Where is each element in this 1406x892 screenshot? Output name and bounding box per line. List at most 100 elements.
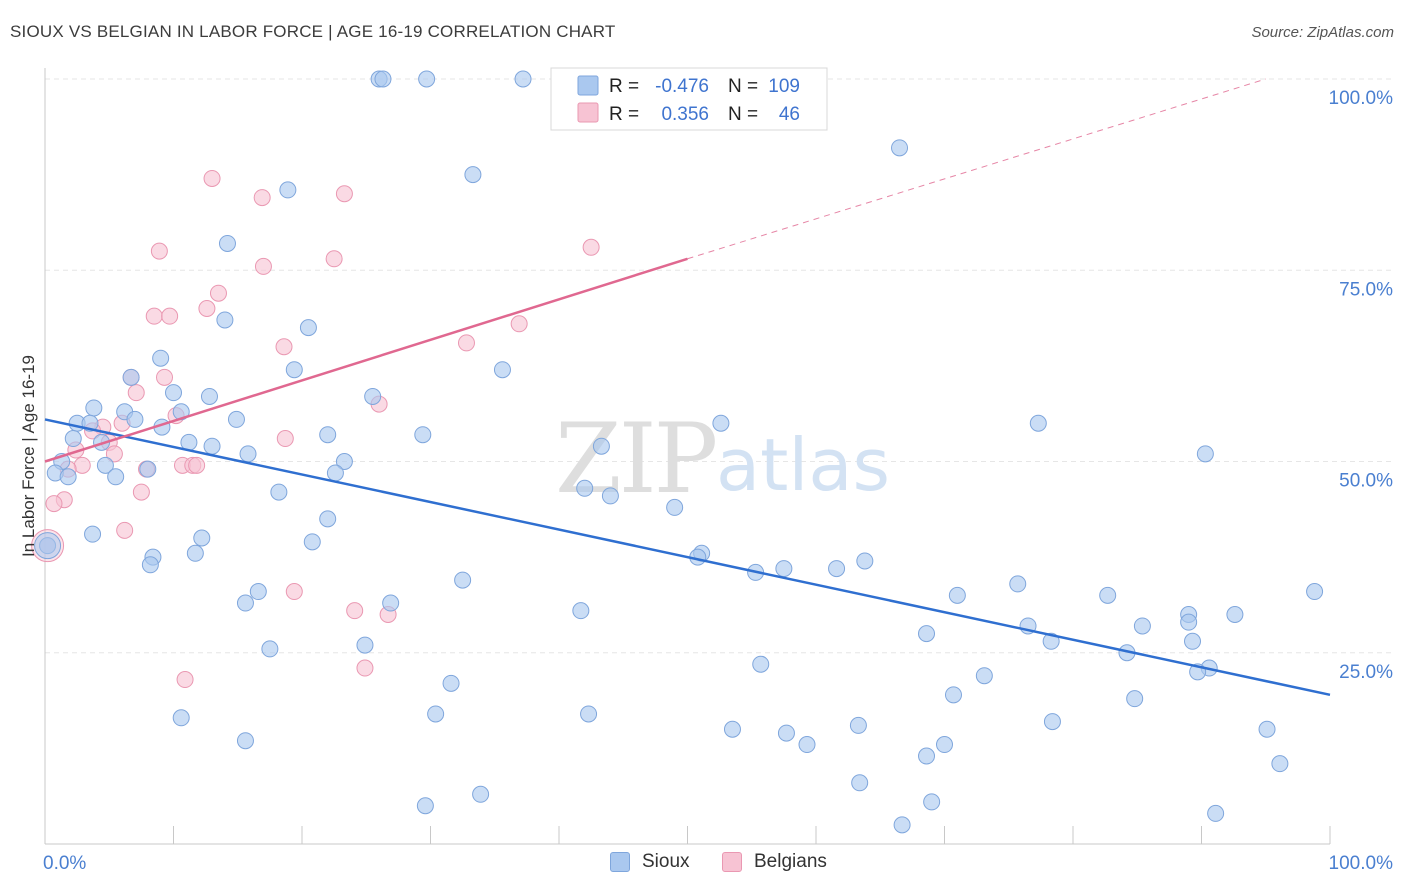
sioux-point [126, 410, 144, 428]
belgian-point [510, 315, 528, 333]
sioux-point [1306, 583, 1324, 601]
belgian-point [275, 338, 293, 356]
sioux-point [851, 774, 869, 792]
sioux-point [59, 468, 77, 486]
bottom-legend: Sioux Belgians [0, 851, 1406, 877]
legend-item-sioux[interactable]: Sioux [610, 851, 690, 873]
legend-swatch-sioux [577, 75, 599, 96]
belgian-point [188, 456, 206, 474]
sioux-point [849, 716, 867, 734]
sioux-point [777, 724, 795, 742]
belgian-point [127, 384, 145, 402]
sioux-point [96, 456, 114, 474]
tick-labels: 100.0% 75.0% 50.0% 25.0% 0.0% 100.0% [43, 88, 1393, 874]
chart-title: SIOUX VS BELGIAN IN LABOR FORCE | AGE 16… [10, 22, 616, 41]
watermark-atlas: atlas [716, 423, 890, 507]
x-tick-label-max: 100.0% [1329, 853, 1394, 874]
sioux-point [64, 430, 82, 448]
belgian-point [145, 307, 163, 325]
sioux-point [918, 747, 936, 765]
y-axis-label: In Labor Force | Age 16-19 [19, 355, 38, 557]
sioux-point [303, 533, 321, 551]
sioux-point [975, 667, 993, 685]
sioux-point [601, 487, 619, 505]
sioux-trend-line [44, 418, 1331, 697]
belgian-point [335, 185, 353, 203]
sioux-point [514, 70, 532, 88]
sioux-point [218, 234, 236, 252]
y-tick-label: 100.0% [1329, 88, 1394, 109]
sioux-point [1207, 804, 1225, 822]
sioux-point [1009, 575, 1027, 593]
sioux-point [592, 437, 610, 455]
sioux-point [464, 166, 482, 184]
belgian-point [457, 334, 475, 352]
sioux-point [1180, 613, 1198, 631]
legend-r-value-belgian: 0.356 [661, 104, 709, 125]
sioux-point [918, 625, 936, 643]
sioux-point [236, 732, 254, 750]
sioux-point [34, 532, 62, 560]
belgian-point [161, 307, 179, 325]
x-tick-label-min: 0.0% [43, 853, 86, 874]
belgian-point [73, 456, 91, 474]
legend-n-label-belgian: N = [728, 104, 758, 125]
legend-swatch-belgians-bottom [722, 852, 742, 872]
y-tick-label: 75.0% [1339, 279, 1393, 300]
axes-layer [44, 68, 1331, 845]
sioux-point [752, 655, 770, 673]
sioux-point [1099, 586, 1117, 604]
sioux-point [139, 460, 157, 478]
sioux-point [200, 387, 218, 405]
sioux-point [1029, 414, 1047, 432]
sioux-point [227, 410, 245, 428]
sioux-point [152, 349, 170, 367]
y-tick-label: 25.0% [1339, 662, 1393, 683]
belgian-point [356, 659, 374, 677]
belgian-point [254, 257, 272, 275]
legend-r-label-belgian: R = [609, 104, 639, 125]
belgian-point [156, 368, 174, 386]
sioux-point [279, 181, 297, 199]
sioux-point [1184, 632, 1202, 650]
legend-n-value-sioux: 109 [768, 76, 800, 97]
sioux-point [580, 705, 598, 723]
sioux-point [1271, 755, 1289, 773]
sioux-point [193, 529, 211, 547]
sioux-point [141, 556, 159, 574]
belgian-point [582, 238, 600, 256]
sioux-point [891, 139, 909, 157]
sioux-point [249, 583, 267, 601]
sioux-point [236, 594, 254, 612]
sioux-point [944, 686, 962, 704]
sioux-point [414, 426, 432, 444]
sioux-point [775, 560, 793, 578]
sioux-point [203, 437, 221, 455]
legend-item-belgians[interactable]: Belgians [722, 851, 827, 873]
legend-label-sioux: Sioux [642, 851, 690, 872]
sioux-point [216, 311, 234, 329]
belgian-point [276, 430, 294, 448]
sioux-point [1042, 632, 1060, 650]
sioux-point [427, 705, 445, 723]
sioux-point [576, 479, 594, 497]
sioux-point [374, 70, 392, 88]
belgian-point [325, 250, 343, 268]
sioux-point [923, 793, 941, 811]
sioux-point [666, 498, 684, 516]
sioux-point [472, 785, 490, 803]
belgian-trend-extension [687, 78, 1266, 260]
sioux-point [107, 468, 125, 486]
belgian-point [346, 602, 364, 620]
sioux-point [572, 602, 590, 620]
sioux-point [239, 445, 257, 463]
sioux-point [165, 384, 182, 402]
watermark-zip: ZIP [555, 403, 716, 515]
sioux-point [382, 594, 400, 612]
belgian-trend-line [44, 257, 688, 463]
belgian-point [176, 671, 194, 689]
sioux-point [299, 319, 317, 337]
legend-swatch-sioux-bottom [610, 852, 630, 872]
belgian-point [209, 284, 227, 302]
sioux-point [442, 674, 460, 692]
